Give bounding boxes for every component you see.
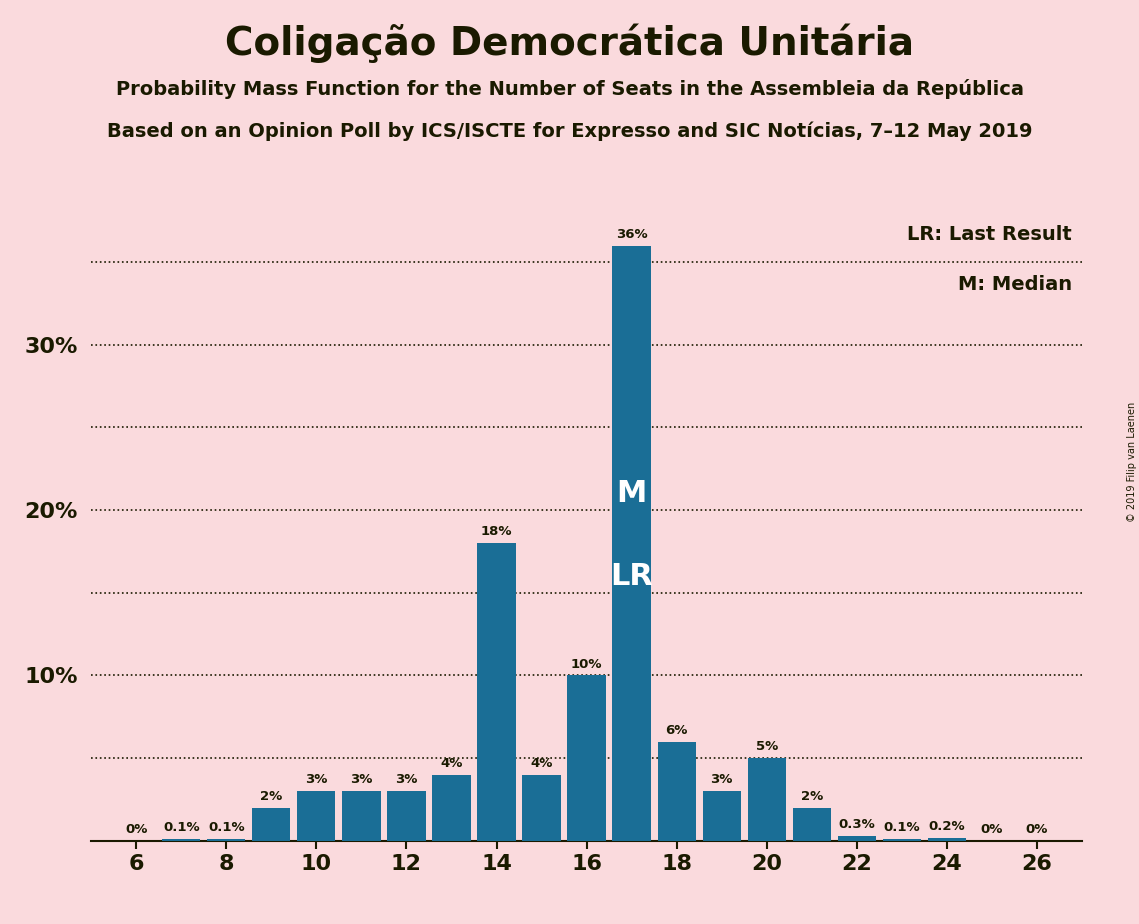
- Text: 6%: 6%: [665, 723, 688, 736]
- Bar: [523, 774, 560, 841]
- Bar: [837, 836, 876, 841]
- Bar: [928, 837, 966, 841]
- Text: 3%: 3%: [350, 773, 372, 786]
- Text: 0.1%: 0.1%: [208, 821, 245, 834]
- Bar: [703, 791, 740, 841]
- Bar: [433, 774, 470, 841]
- Text: 0%: 0%: [1026, 823, 1048, 836]
- Text: 5%: 5%: [755, 740, 778, 753]
- Bar: [613, 246, 650, 841]
- Bar: [387, 791, 426, 841]
- Text: LR: LR: [611, 562, 653, 590]
- Bar: [883, 839, 921, 841]
- Text: 4%: 4%: [531, 757, 552, 770]
- Text: M: M: [616, 480, 647, 508]
- Text: Probability Mass Function for the Number of Seats in the Assembleia da República: Probability Mass Function for the Number…: [115, 79, 1024, 99]
- Text: 0%: 0%: [981, 823, 1003, 836]
- Bar: [567, 675, 606, 841]
- Text: © 2019 Filip van Laenen: © 2019 Filip van Laenen: [1126, 402, 1137, 522]
- Text: 0%: 0%: [125, 823, 147, 836]
- Text: 0.1%: 0.1%: [163, 821, 199, 834]
- Text: 0.2%: 0.2%: [928, 820, 965, 833]
- Bar: [793, 808, 831, 841]
- Text: 3%: 3%: [395, 773, 418, 786]
- Bar: [342, 791, 380, 841]
- Text: 2%: 2%: [801, 790, 822, 803]
- Text: 2%: 2%: [260, 790, 282, 803]
- Text: 18%: 18%: [481, 525, 513, 539]
- Text: 36%: 36%: [616, 227, 647, 240]
- Bar: [207, 839, 245, 841]
- Text: Based on an Opinion Poll by ICS/ISCTE for Expresso and SIC Notícias, 7–12 May 20: Based on an Opinion Poll by ICS/ISCTE fo…: [107, 122, 1032, 141]
- Text: 10%: 10%: [571, 658, 603, 671]
- Text: 3%: 3%: [711, 773, 732, 786]
- Bar: [747, 759, 786, 841]
- Bar: [162, 839, 200, 841]
- Text: 0.1%: 0.1%: [884, 821, 920, 834]
- Text: LR: Last Result: LR: Last Result: [908, 225, 1072, 244]
- Text: Coligação Democrática Unitária: Coligação Democrática Unitária: [226, 23, 913, 63]
- Text: 4%: 4%: [441, 757, 462, 770]
- Bar: [252, 808, 290, 841]
- Bar: [477, 543, 516, 841]
- Text: M: Median: M: Median: [958, 275, 1072, 295]
- Text: 0.3%: 0.3%: [838, 818, 875, 831]
- Text: 3%: 3%: [305, 773, 328, 786]
- Bar: [297, 791, 336, 841]
- Bar: [657, 742, 696, 841]
